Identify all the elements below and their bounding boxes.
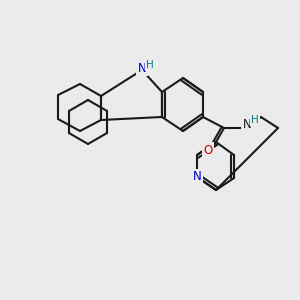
Text: H: H [251, 115, 259, 125]
Text: H: H [146, 60, 154, 70]
Text: N: N [193, 170, 201, 184]
Text: N: N [243, 118, 251, 130]
Text: O: O [203, 143, 213, 157]
Text: N: N [138, 61, 146, 74]
